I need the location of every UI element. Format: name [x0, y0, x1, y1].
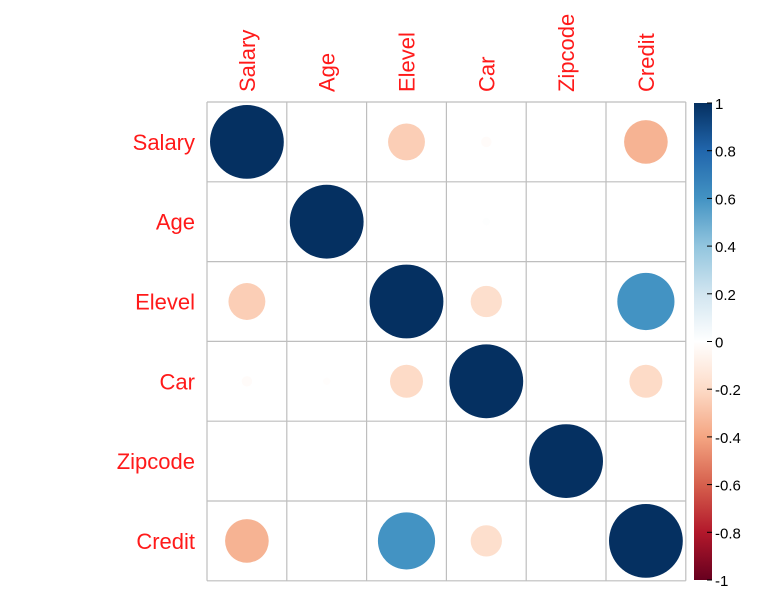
correlation-circles — [210, 104, 683, 578]
corr-circle-salary-credit — [624, 120, 668, 164]
column-label-zipcode: Zipcode — [554, 14, 579, 92]
corr-circle-age-car — [482, 218, 490, 226]
colorbar-tick-label: 0.8 — [715, 144, 736, 161]
colorbar-tick-label: 0.6 — [715, 191, 736, 208]
colorbar-tick-label: 0.4 — [715, 239, 736, 256]
row-label-car: Car — [160, 369, 195, 394]
row-label-age: Age — [156, 210, 195, 235]
column-label-car: Car — [474, 57, 499, 92]
corr-circle-salary-salary — [210, 104, 284, 179]
corr-circle-credit-salary — [225, 519, 269, 563]
column-label-salary: Salary — [235, 30, 260, 92]
corr-circle-elevel-salary — [228, 283, 266, 320]
colorbar-tick-label: 1 — [715, 96, 723, 113]
corr-circle-salary-elevel — [388, 123, 425, 161]
row-label-zipcode: Zipcode — [117, 449, 195, 474]
colorbar-gradient — [694, 103, 712, 580]
corr-circle-car-car — [449, 344, 524, 419]
corr-circle-age-age — [289, 184, 364, 259]
colorbar-tick-label: 0 — [715, 335, 723, 352]
corr-circle-credit-credit — [609, 504, 683, 578]
corr-circle-car-credit — [629, 364, 663, 398]
corr-circle-elevel-credit — [617, 272, 675, 331]
corr-circle-elevel-car — [470, 285, 502, 318]
colorbar: 1 0.8 0.6 0.4 0.2 0 -0.2 -0.4 -0.6 -0.8 -1 — [694, 96, 741, 590]
corr-circle-zipcode-zipcode — [529, 424, 603, 498]
corr-circle-car-salary — [241, 376, 253, 387]
column-label-credit: Credit — [634, 33, 659, 92]
colorbar-tick-label: -0.8 — [715, 525, 741, 542]
colorbar-tick-label: -0.2 — [715, 382, 741, 399]
colorbar-tick-label: 0.2 — [715, 287, 736, 304]
row-label-credit: Credit — [136, 529, 195, 554]
corr-circle-car-age — [323, 377, 331, 385]
column-labels: Salary Age Elevel Car Zipcode Credit — [235, 14, 659, 92]
corr-circle-elevel-elevel — [369, 264, 444, 339]
row-label-elevel: Elevel — [135, 290, 195, 315]
column-label-elevel: Elevel — [395, 32, 420, 92]
corr-circle-credit-car — [470, 525, 502, 557]
column-label-age: Age — [315, 53, 340, 92]
plot-grid — [206, 101, 687, 582]
row-labels: Salary Age Elevel Car Zipcode Credit — [117, 130, 195, 554]
colorbar-tick-label: -0.6 — [715, 478, 741, 495]
colorbar-tick-label: -1 — [715, 573, 728, 590]
corr-circle-car-elevel — [389, 364, 424, 398]
row-label-salary: Salary — [133, 130, 195, 155]
corr-circle-salary-car — [481, 136, 492, 148]
colorbar-tick-label: -0.4 — [715, 430, 741, 447]
corr-circle-credit-elevel — [377, 512, 436, 570]
